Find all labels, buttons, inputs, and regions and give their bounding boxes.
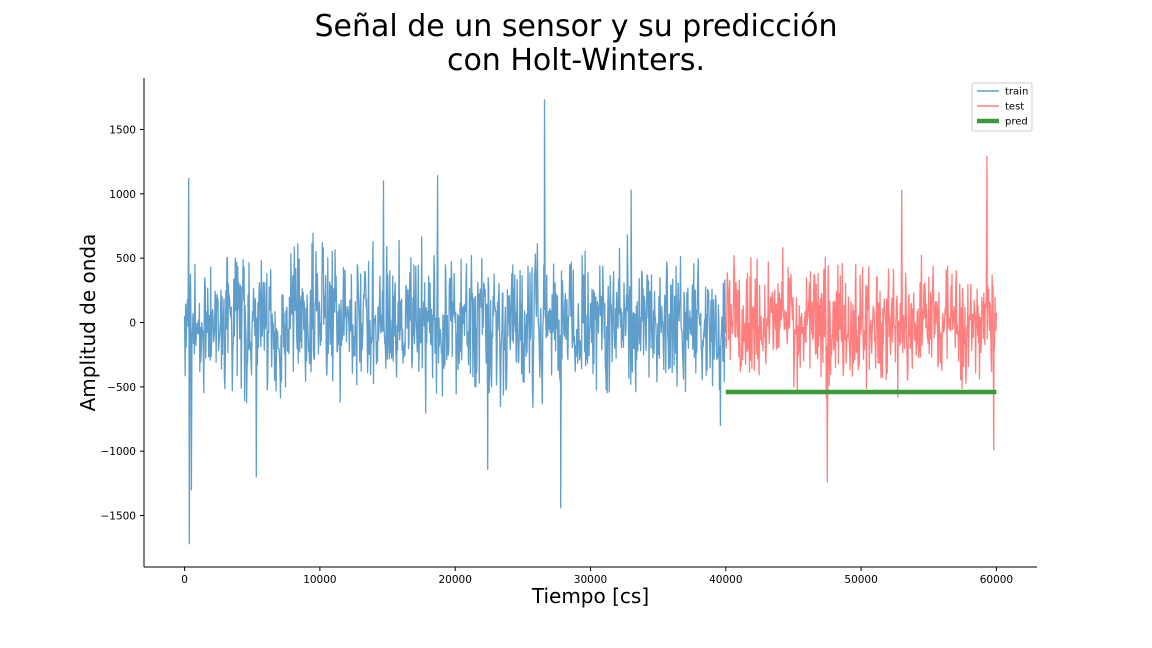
- axes-layer: 0 10000 20000 30000 40000 50000 60000 1500 1000 5…: [76, 78, 1037, 608]
- y-tick-label: −500: [107, 382, 136, 394]
- x-tick-label: 30000: [574, 574, 607, 586]
- y-tick-label: 1500: [109, 124, 136, 136]
- y-tick-label: −1000: [100, 446, 136, 458]
- x-tick-label: 50000: [844, 574, 877, 586]
- y-tick-label: 1000: [109, 189, 136, 201]
- y-tick-label: 500: [116, 253, 136, 265]
- series-train-line: [183, 99, 727, 545]
- x-tick-label: 10000: [303, 574, 336, 586]
- x-tick-label: 0: [181, 574, 188, 586]
- series-layer: [183, 99, 998, 545]
- legend: train test pred: [971, 82, 1033, 132]
- x-tick-label: 20000: [438, 574, 471, 586]
- legend-label-pred: pred: [1005, 117, 1028, 128]
- x-axis-label: Tiempo [cs]: [531, 584, 649, 608]
- x-tick-label: 60000: [980, 574, 1013, 586]
- y-axis-label: Amplitud de onda: [76, 234, 100, 412]
- x-tick-label: 40000: [709, 574, 742, 586]
- y-tick-label: 0: [129, 318, 136, 330]
- legend-label-train: train: [1005, 87, 1028, 98]
- chart-title-line-1: Señal de un sensor y su predicción: [314, 9, 838, 44]
- chart-title-line-2: con Holt-Winters.: [446, 43, 706, 78]
- legend-label-test: test: [1005, 102, 1024, 113]
- series-test-line: [725, 155, 998, 483]
- y-tick-label: −1500: [100, 511, 136, 523]
